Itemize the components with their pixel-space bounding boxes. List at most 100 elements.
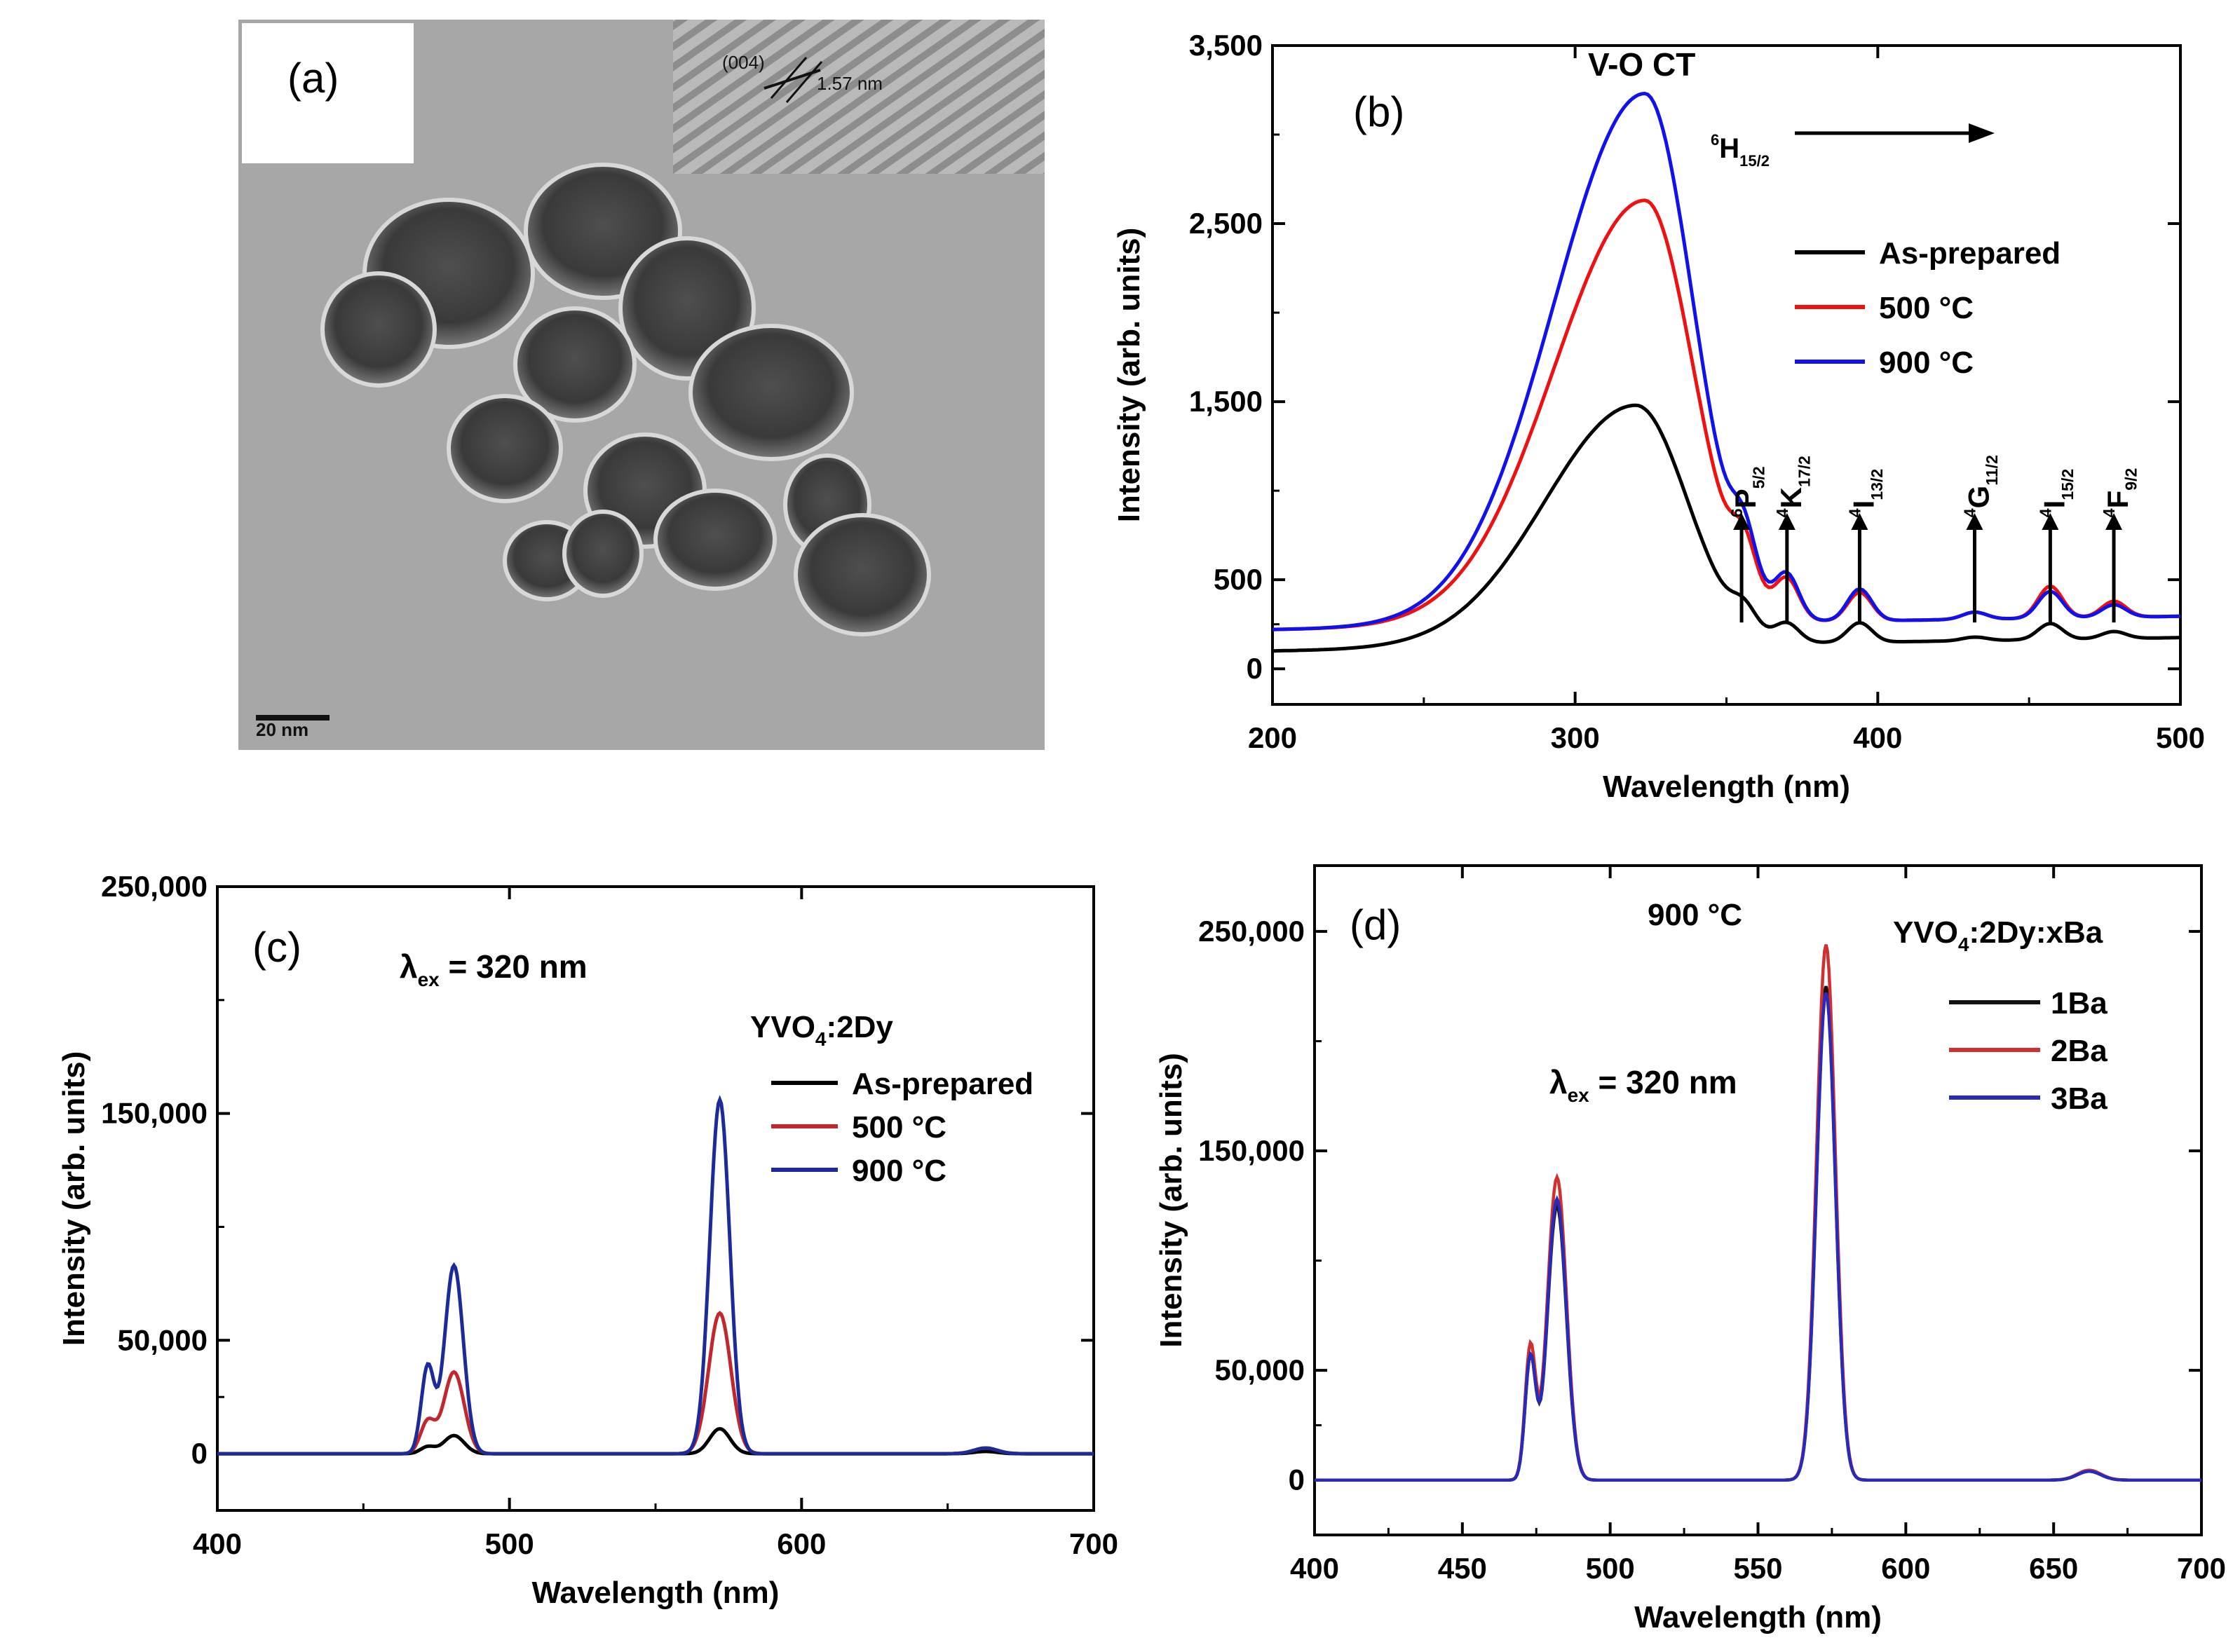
term-main: H	[1719, 133, 1739, 164]
y-tick-label: 250,000	[1198, 915, 1305, 948]
series-line	[217, 1426, 1094, 1456]
series-line	[217, 1311, 1094, 1456]
legend-label: 2Ba	[2051, 1034, 2107, 1068]
excitation-sub: ex	[1568, 1084, 1590, 1106]
legend-title: YVO4:2Dy:xBa	[1893, 915, 2103, 955]
term-label: 6P5/2	[1727, 466, 1768, 517]
y-tick-label: 150,000	[1198, 1134, 1305, 1167]
transition-arrow-tip	[1851, 513, 1868, 531]
plot-frame	[1313, 864, 2203, 1536]
panel-a-label-box	[242, 23, 414, 163]
legend-label: 1Ba	[2051, 986, 2107, 1020]
legend-title-b: :2Dy:xBa	[1969, 915, 2103, 950]
term-label: 4I15/2	[2036, 469, 2077, 517]
lattice-spacing-label: 1.57 nm	[817, 73, 883, 94]
nanoparticle-cluster	[320, 163, 931, 636]
lattice-plane-label: (004)	[722, 52, 765, 73]
legend-label: 500 °C	[1879, 291, 1974, 325]
term-main: F	[2101, 491, 2134, 509]
term-label: 6H15/2	[1711, 131, 1770, 170]
term-sub: 11/2	[1983, 455, 2001, 486]
legend-label: 3Ba	[2051, 1081, 2107, 1116]
term-label: 4F9/2	[2100, 468, 2140, 518]
legend-label: As-prepared	[1879, 236, 2061, 271]
term-sup: 4	[2100, 508, 2118, 517]
term-sup: 6	[1711, 131, 1719, 149]
excitation-sub: ex	[418, 969, 440, 990]
term-sup: 4	[1961, 508, 1979, 517]
excitation-value: = 320 nm	[1589, 1064, 1737, 1100]
y-tick-label: 0	[1289, 1463, 1305, 1496]
excitation-label: λex = 320 nm	[1549, 1064, 1737, 1106]
term-sup: 4	[1846, 508, 1864, 517]
legend-label: 900 °C	[1879, 346, 1974, 380]
y-tick-label: 3,500	[1189, 29, 1263, 62]
y-tick-label: 500	[1214, 563, 1263, 596]
y-tick-label: 50,000	[118, 1323, 208, 1356]
term-label-text: 6H15/2	[1711, 131, 1770, 170]
legend-label: As-prepared	[852, 1067, 1033, 1101]
x-tick-label: 400	[1853, 721, 1902, 754]
plot-frame	[216, 885, 1095, 1512]
y-tick-label: 150,000	[101, 1097, 208, 1130]
y-axis-label: Intensity (arb. units)	[1112, 228, 1146, 522]
lattice-marker-tick	[770, 57, 808, 99]
x-axis-label: Wavelength (nm)	[1603, 770, 1850, 804]
term-sub: 13/2	[1868, 469, 1886, 500]
x-tick-label: 400	[1290, 1552, 1339, 1585]
excitation-symbol: λ	[400, 948, 418, 985]
x-tick-label: 200	[1248, 721, 1297, 754]
legend-title-a: YVO	[750, 1010, 815, 1044]
term-sup: 4	[1773, 508, 1791, 517]
lattice-marker-tick	[785, 61, 823, 103]
legend-label: 500 °C	[852, 1110, 946, 1145]
term-sub: 15/2	[1739, 152, 1770, 170]
legend-label: 900 °C	[852, 1154, 946, 1188]
y-axis-label: Intensity (arb. units)	[1154, 1053, 1188, 1347]
scale-bar-label: 20 nm	[256, 719, 308, 740]
series-line	[1315, 992, 2201, 1482]
term-label-text: 4I13/2	[1846, 469, 1887, 517]
transition-arrow-tip	[2042, 513, 2059, 531]
x-tick-label: 500	[485, 1527, 534, 1560]
term-label-text: 4K17/2	[1773, 456, 1814, 517]
transition-arrow-tip	[1966, 513, 1983, 531]
panel-c-emission-chart: 400 500 600 700 0 50,000 150,000 250,000 Wavelen…	[57, 870, 1118, 1610]
legend-title-sub: 4	[1958, 934, 1969, 955]
term-main: I	[2037, 500, 2070, 509]
transition-arrow-tip	[1778, 513, 1796, 531]
y-tick-label: 0	[191, 1437, 208, 1470]
term-sub: 5/2	[1750, 466, 1768, 489]
term-main: I	[1847, 500, 1880, 509]
temperature-label: 900 °C	[1648, 898, 1742, 932]
peak-label: V-O CT	[1588, 46, 1695, 83]
y-tick-label: 1,500	[1189, 385, 1263, 418]
panel-label: (d)	[1350, 901, 1401, 948]
legend-title: YVO4:2Dy	[750, 1010, 893, 1050]
legend-title-b: :2Dy	[827, 1010, 894, 1044]
panel-a-tem-image: (a) (004) 1.57 nm 20 nm	[238, 20, 1045, 750]
y-axis-label: Intensity (arb. units)	[57, 1051, 91, 1346]
term-label-text: 4I15/2	[2036, 469, 2077, 517]
series-line	[1272, 403, 2181, 653]
panel-b-excitation-chart: 200 300 400 500 0 500 1,500 2,500 3,500 Wavelengt…	[1112, 29, 2205, 804]
x-tick-label: 650	[2029, 1552, 2078, 1585]
x-tick-label: 450	[1438, 1552, 1487, 1585]
term-label: 4K17/2	[1773, 456, 1814, 517]
term-label-text: 4G11/2	[1961, 455, 2002, 517]
y-tick-label: 250,000	[101, 870, 208, 903]
x-tick-label: 600	[777, 1527, 826, 1560]
excitation-label: λex = 320 nm	[400, 948, 588, 990]
excitation-value: = 320 nm	[440, 948, 588, 985]
x-tick-label: 550	[1733, 1552, 1782, 1585]
panel-a-label: (a)	[287, 55, 339, 102]
term-label: 4I13/2	[1846, 469, 1887, 517]
hrtem-inset	[673, 20, 1045, 174]
excitation-symbol: λ	[1549, 1064, 1568, 1100]
x-axis-label: Wavelength (nm)	[1634, 1600, 1882, 1634]
term-sup: 4	[2036, 508, 2054, 517]
y-tick-label: 50,000	[1215, 1353, 1305, 1386]
term-main: K	[1774, 487, 1807, 508]
transition-arrow-head	[1969, 123, 1995, 143]
